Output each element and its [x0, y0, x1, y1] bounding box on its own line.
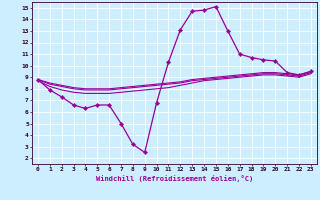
X-axis label: Windchill (Refroidissement éolien,°C): Windchill (Refroidissement éolien,°C): [96, 175, 253, 182]
